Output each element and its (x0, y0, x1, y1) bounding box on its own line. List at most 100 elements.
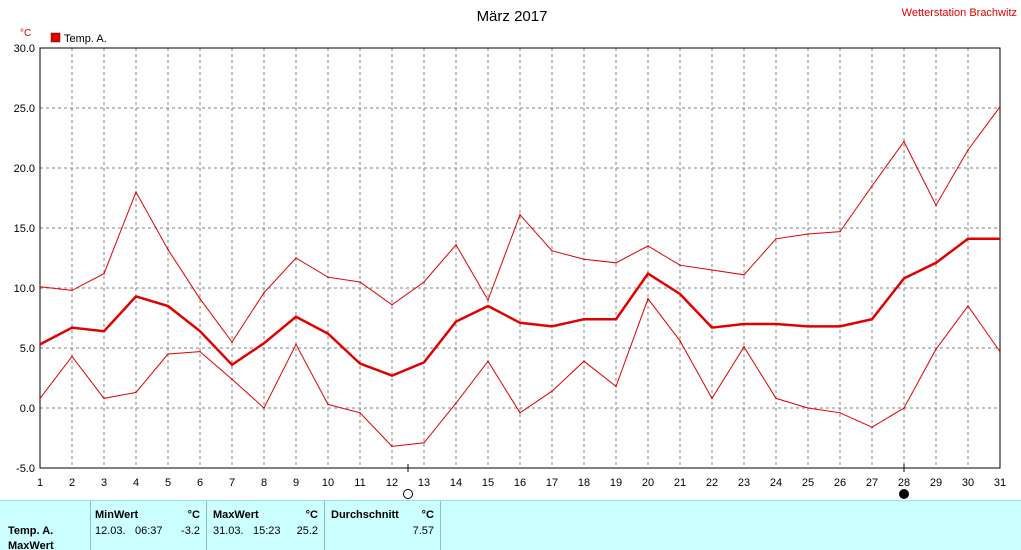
y-tick-label: 25.0 (14, 103, 35, 115)
y-tick-label: 30.0 (14, 43, 35, 55)
x-tick-label: 9 (293, 477, 299, 489)
data-point-avg (871, 318, 873, 321)
min-header: MinWert (95, 509, 139, 521)
data-point-max (71, 289, 73, 292)
data-point-avg (967, 238, 969, 240)
stats-avg-cell: Durchschnitt °C 7.57 (324, 501, 441, 550)
data-point-avg (807, 325, 809, 328)
data-point-max (775, 238, 777, 240)
data-point-avg (551, 325, 553, 328)
data-point-avg (903, 277, 905, 280)
x-tick-label: 7 (229, 477, 235, 489)
legend-label: Temp. A. (64, 33, 107, 45)
data-point-avg (519, 322, 521, 324)
x-tick-label: 11 (354, 477, 365, 489)
data-point-avg (39, 343, 41, 346)
data-point-min (935, 348, 937, 351)
data-point-min (487, 360, 489, 363)
x-tick-label: 16 (514, 477, 526, 489)
data-point-min (423, 442, 425, 444)
x-tick-label: 5 (165, 477, 171, 489)
data-point-avg (71, 326, 73, 329)
data-point-min (39, 397, 41, 400)
data-point-avg (935, 262, 937, 264)
x-tick-label: 4 (133, 477, 139, 489)
data-point-avg (231, 364, 233, 366)
data-point-max (487, 299, 489, 301)
data-point-avg (743, 323, 745, 325)
data-point-max (551, 250, 553, 252)
min-time: 06:37 (135, 525, 163, 537)
data-point-max (327, 276, 329, 279)
data-point-avg (487, 305, 489, 307)
x-tick-label: 26 (834, 477, 846, 489)
x-tick-label: 15 (482, 477, 494, 489)
data-point-max (647, 245, 649, 247)
data-point-max (39, 286, 41, 288)
data-point-max (935, 204, 937, 206)
y-tick-label: 15.0 (14, 223, 35, 235)
max-date: 31.03. (213, 525, 244, 537)
data-point-min (295, 343, 297, 346)
data-point-min (71, 355, 73, 358)
data-point-min (103, 397, 105, 400)
x-tick-label: 21 (674, 477, 686, 489)
x-tick-label: 3 (101, 477, 107, 489)
x-tick-label: 17 (546, 477, 558, 489)
max-value: 25.2 (296, 525, 318, 537)
data-point-avg (263, 342, 265, 345)
x-tick-label: 13 (418, 477, 430, 489)
x-tick-label: 20 (642, 477, 654, 489)
data-point-avg (135, 295, 137, 298)
data-point-min (615, 385, 617, 388)
data-point-avg (359, 362, 361, 365)
data-point-avg (775, 323, 777, 325)
x-tick-label: 19 (610, 477, 622, 489)
x-tick-label: 2 (69, 477, 75, 489)
avg-value: 7.57 (412, 525, 434, 537)
data-point-max (807, 233, 809, 235)
avg-unit: °C (421, 509, 434, 521)
data-point-max (103, 272, 105, 275)
avg-header: Durchschnitt (331, 509, 399, 521)
data-point-min (455, 402, 457, 405)
data-point-max (199, 298, 201, 300)
data-point-min (391, 445, 393, 448)
data-point-min (871, 426, 873, 429)
data-point-min (519, 412, 521, 414)
min-date: 12.03. (95, 525, 126, 537)
data-point-max (455, 244, 457, 246)
data-point-max (519, 214, 521, 216)
x-tick-label: 28 (898, 477, 910, 489)
max-unit: °C (305, 509, 318, 521)
max-header: MaxWert (213, 509, 259, 521)
data-point-min (839, 412, 841, 414)
data-point-avg (327, 332, 329, 335)
min-unit: °C (187, 509, 200, 521)
data-point-max (583, 258, 585, 261)
temperature-chart: März 2017 Wetterstation Brachwitz °C Tem… (14, 7, 1017, 499)
data-point-avg (455, 320, 457, 323)
y-tick-label: 5.0 (20, 343, 35, 355)
data-point-avg (999, 238, 1001, 240)
data-point-avg (103, 330, 105, 333)
data-point-min (647, 298, 649, 300)
data-point-min (967, 305, 969, 307)
data-point-min (199, 350, 201, 353)
data-point-max (295, 257, 297, 259)
min-value: -3.2 (181, 525, 200, 537)
stats-row-label-2: MaxWert (8, 540, 54, 550)
station-name: Wetterstation Brachwitz (902, 7, 1017, 19)
plot-area (39, 47, 1001, 469)
data-point-min (263, 407, 265, 409)
stats-row-label: Temp. A. (8, 525, 54, 537)
x-tick-label: 18 (578, 477, 590, 489)
data-point-max (615, 262, 617, 264)
data-point-max (135, 191, 137, 193)
x-tick-label: 22 (706, 477, 718, 489)
x-tick-label: 25 (802, 477, 814, 489)
data-point-max (871, 185, 873, 187)
data-point-avg (583, 318, 585, 321)
data-point-max (743, 274, 745, 276)
new-moon-icon (403, 489, 413, 499)
